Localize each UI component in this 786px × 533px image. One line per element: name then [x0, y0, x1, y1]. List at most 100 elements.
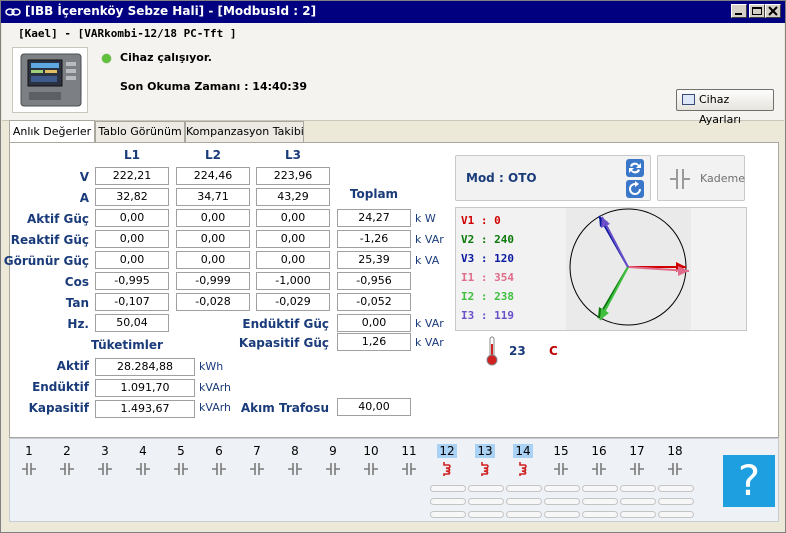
step-number-label: 18 — [667, 444, 683, 458]
value-reaktif-total: -1,26 — [337, 230, 411, 248]
device-settings-label: Cihaz Ayarları — [699, 93, 741, 126]
maximize-icon — [752, 7, 762, 15]
step-slot — [658, 498, 694, 505]
phasor-i3-arrowhead — [601, 217, 610, 228]
step-number: 2 — [48, 444, 86, 458]
step-18[interactable]: 18 — [656, 439, 694, 523]
tab-label: Kompanzasyon Takibi — [186, 125, 304, 138]
step-9[interactable]: 9 — [314, 439, 352, 523]
step-number: 14 — [504, 444, 542, 458]
step-number: 6 — [200, 444, 238, 458]
temperature-value: 23 — [509, 344, 526, 358]
value-a-l3: 43,29 — [256, 188, 330, 206]
step-17[interactable]: 17 — [618, 439, 656, 523]
step-11[interactable]: 11 — [390, 439, 428, 523]
step-1[interactable]: 1 — [10, 439, 48, 523]
step-7[interactable]: 7 — [238, 439, 276, 523]
title-bar: [IBB İçerenköy Sebze Hali] - [ModbusId :… — [1, 1, 785, 23]
step-14[interactable]: 14 — [504, 439, 542, 523]
mode-label: Mod : — [466, 171, 504, 185]
step-slot — [430, 498, 466, 505]
unit-kapasitif-tuketim: kVArh — [199, 401, 232, 414]
step-16[interactable]: 16 — [580, 439, 618, 523]
step-4[interactable]: 4 — [124, 439, 162, 523]
step-13[interactable]: 13 — [466, 439, 504, 523]
capacitor-icon — [98, 463, 112, 475]
label-v: V — [79, 170, 89, 184]
step-number-label: 15 — [553, 444, 569, 458]
capacitor-icon — [326, 463, 340, 475]
value-tan-total: -0,052 — [337, 293, 411, 311]
kademe-button[interactable]: Kademe — [657, 155, 745, 201]
step-slot — [544, 498, 580, 505]
capacitor-icon — [402, 463, 416, 475]
phasor-panel: V1 : 0 V2 : 240 V3 : 120 I1 : 354 I2 : 2… — [455, 207, 747, 331]
tab-kompanzasyon-takibi[interactable]: Kompanzasyon Takibi — [185, 121, 304, 142]
step-15[interactable]: 15 — [542, 439, 580, 523]
value-aktif-tuketim: 28.284,88 — [95, 358, 195, 376]
value-cos-l2: -0,999 — [176, 272, 250, 290]
label-kapasitif-tuketim: Kapasitif — [28, 401, 89, 415]
step-number: 8 — [276, 444, 314, 458]
phasor-i1-arrowhead — [678, 266, 689, 276]
step-number: 13 — [466, 444, 504, 458]
label-akim-trafosu: Akım Trafosu — [240, 401, 329, 415]
instant-values-panel: L1 L2 L3 Toplam V A Aktif Güç Reaktif Gü… — [4, 142, 779, 438]
step-12[interactable]: 12 — [428, 439, 466, 523]
value-reaktif-l2: 0,00 — [176, 230, 250, 248]
value-aktif-l2: 0,00 — [176, 209, 250, 227]
tab-tablo-gorunum[interactable]: Tablo Görünüm — [95, 121, 185, 142]
step-number-label: 1 — [25, 444, 33, 458]
step-slot — [468, 498, 504, 505]
mode-switch-icon[interactable] — [626, 159, 644, 177]
label-aktif-tuketim: Aktif — [56, 359, 89, 373]
device-settings-button[interactable]: Cihaz Ayarları — [676, 89, 774, 126]
capacitor-icon — [174, 463, 188, 475]
step-number: 7 — [238, 444, 276, 458]
step-number-label: 13 — [475, 444, 495, 458]
value-gorunur-total: 25,39 — [337, 251, 411, 269]
step-number: 16 — [580, 444, 618, 458]
window-title: [IBB İçerenköy Sebze Hali] - [ModbusId :… — [25, 4, 317, 18]
value-tan-l2: -0,028 — [176, 293, 250, 311]
phasor-i3: I3 : 119 — [461, 309, 514, 322]
step-2[interactable]: 2 — [48, 439, 86, 523]
phasor-diagram — [566, 208, 691, 330]
refresh-icon[interactable] — [626, 180, 644, 198]
step-8[interactable]: 8 — [276, 439, 314, 523]
unit-aktif-tuketim: kWh — [199, 360, 224, 373]
step-number-label: 11 — [401, 444, 417, 458]
unit-enduktif-guc: k VAr — [415, 317, 444, 330]
phasor-i1: I1 : 354 — [461, 271, 514, 284]
value-gorunur-l3: 0,00 — [256, 251, 330, 269]
device-status: Cihaz çalışıyor. — [120, 51, 212, 64]
close-button[interactable] — [765, 4, 781, 18]
device-header: [Kael] - [VARkombi-12/18 PC-Tft ] Cihaz … — [2, 23, 784, 126]
value-v-l2: 224,46 — [176, 167, 250, 185]
minimize-button[interactable] — [731, 4, 747, 18]
step-slot — [506, 485, 542, 492]
step-number-label: 5 — [177, 444, 185, 458]
value-gorunur-l2: 0,00 — [176, 251, 250, 269]
step-number: 15 — [542, 444, 580, 458]
maximize-button[interactable] — [749, 4, 765, 18]
step-slot — [620, 485, 656, 492]
capacitor-icon — [136, 463, 150, 475]
phasor-v2: V2 : 240 — [461, 233, 514, 246]
tab-anlik-degerler[interactable]: Anlık Değerler — [9, 120, 95, 142]
step-6[interactable]: 6 — [200, 439, 238, 523]
value-aktif-l1: 0,00 — [95, 209, 169, 227]
step-number-label: 6 — [215, 444, 223, 458]
mode-panel: Mod : OTO — [455, 155, 651, 201]
step-10[interactable]: 10 — [352, 439, 390, 523]
step-number-label: 2 — [63, 444, 71, 458]
step-number-label: 12 — [437, 444, 457, 458]
phasor-i2-arrowhead — [600, 308, 609, 320]
minimize-icon — [735, 13, 742, 15]
inductor-icon — [443, 462, 451, 476]
step-3[interactable]: 3 — [86, 439, 124, 523]
temperature-unit: C — [549, 344, 558, 358]
step-5[interactable]: 5 — [162, 439, 200, 523]
help-button[interactable]: ? — [723, 455, 775, 507]
